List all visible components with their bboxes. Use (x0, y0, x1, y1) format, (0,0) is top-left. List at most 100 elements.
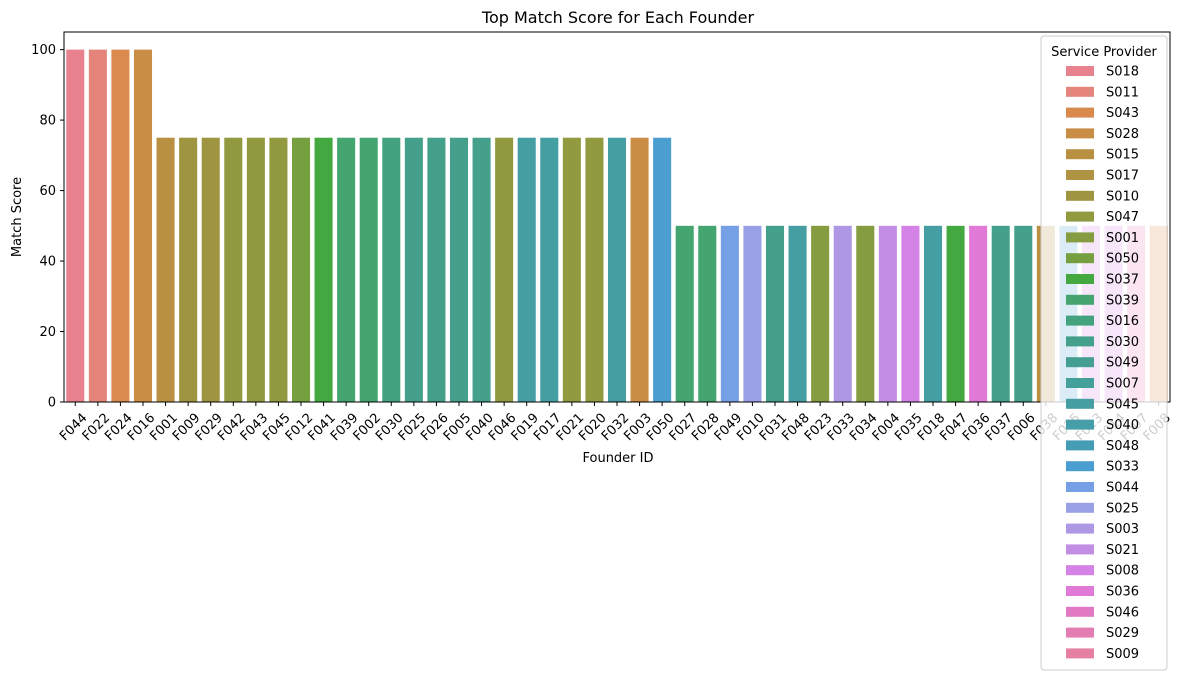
legend-swatch-S044 (1066, 482, 1094, 492)
legend-label-S015: S015 (1106, 148, 1139, 163)
bar-F004 (878, 225, 897, 402)
bar-F024 (111, 49, 130, 402)
bar-F017 (540, 137, 559, 402)
legend-swatch-S047 (1066, 211, 1094, 222)
legend-swatch-S050 (1066, 253, 1094, 264)
legend-swatch-S046 (1066, 606, 1094, 617)
legend-label-S009: S009 (1106, 647, 1139, 662)
legend-title: Service Provider (1051, 45, 1157, 60)
bar-F009 (179, 137, 198, 402)
y-tick-label: 0 (48, 396, 56, 411)
legend-swatch-S045 (1066, 398, 1094, 409)
bar-F016 (133, 49, 153, 402)
legend-label-S040: S040 (1106, 418, 1139, 433)
bar-F042 (224, 137, 243, 402)
bar-F032 (607, 137, 627, 402)
legend-swatch-S011 (1066, 86, 1094, 97)
legend-label-S045: S045 (1106, 397, 1139, 412)
legend-swatch-S007 (1066, 378, 1094, 388)
legend-swatch-S037 (1066, 274, 1094, 284)
legend-swatch-S049 (1066, 357, 1094, 368)
x-axis: F044F022F024F016F001F009F029F042F043F045… (57, 402, 1174, 444)
bar-F037 (991, 225, 1010, 402)
plot-frame (63, 31, 1171, 403)
legend-label-S033: S033 (1106, 460, 1139, 475)
bar-F045 (269, 137, 288, 402)
bar-F048 (788, 225, 807, 402)
legend-label-S028: S028 (1106, 127, 1139, 142)
bar-F023 (811, 225, 830, 402)
bars-group (66, 49, 1168, 402)
y-tick-label: 20 (39, 325, 56, 340)
legend-label-S016: S016 (1106, 314, 1139, 329)
legend-label-S046: S046 (1106, 605, 1139, 620)
legend-label-S048: S048 (1106, 439, 1139, 454)
bar-F005 (449, 137, 469, 402)
bar-F044 (66, 49, 85, 402)
legend-label-S030: S030 (1106, 335, 1139, 350)
legend-swatch-S009 (1066, 648, 1094, 659)
legend-label-S037: S037 (1106, 273, 1139, 288)
bar-F047 (946, 225, 965, 402)
bar-F021 (562, 137, 581, 402)
legend-swatch-S043 (1066, 107, 1094, 118)
y-tick-label: 80 (39, 114, 56, 129)
legend-swatch-S028 (1066, 128, 1094, 139)
bar-F036 (969, 225, 988, 402)
legend-label-S010: S010 (1106, 189, 1139, 204)
legend-label-S050: S050 (1106, 252, 1139, 267)
y-tick-label: 60 (39, 184, 56, 199)
bar-F012 (291, 137, 311, 402)
legend: Service Provider S018 S011 S043 S028 S015 S01… (1040, 35, 1168, 671)
legend-label-S049: S049 (1106, 356, 1139, 371)
bar-F040 (472, 137, 491, 402)
legend-swatch-S039 (1066, 294, 1094, 305)
legend-swatch-S030 (1066, 336, 1094, 347)
bar-F001 (156, 137, 175, 402)
y-axis-label: Match Score (10, 177, 25, 257)
bar-F041 (314, 137, 333, 402)
legend-swatch-S029 (1066, 627, 1094, 638)
bar-F003 (630, 137, 649, 402)
bar-F049 (720, 225, 739, 402)
bar-F020 (585, 137, 604, 402)
y-tick-label: 40 (39, 255, 56, 270)
bar-F030 (382, 137, 401, 402)
bar-F050 (653, 137, 672, 402)
bar-F025 (404, 137, 423, 402)
legend-label-S029: S029 (1106, 626, 1139, 641)
chart-title: Top Match Score for Each Founder (481, 8, 755, 27)
bar-F010 (743, 225, 762, 402)
bar-F029 (201, 137, 220, 402)
legend-label-S021: S021 (1106, 543, 1139, 558)
bar-F031 (765, 225, 785, 402)
legend-swatch-S016 (1066, 315, 1094, 326)
legend-swatch-S010 (1066, 190, 1094, 201)
bar-F018 (923, 225, 943, 402)
bar-F033 (833, 225, 852, 402)
bar-F026 (427, 137, 446, 402)
legend-swatch-S048 (1066, 440, 1094, 451)
bar-F006 (1014, 225, 1033, 402)
legend-swatch-S003 (1066, 523, 1094, 534)
bar-F002 (359, 137, 378, 402)
legend-label-S025: S025 (1106, 501, 1139, 516)
legend-swatch-S018 (1066, 66, 1094, 76)
bar-F043 (246, 137, 265, 402)
legend-label-S007: S007 (1106, 377, 1139, 392)
y-axis: 0 20 40 60 80 100 (31, 43, 64, 411)
bar-F019 (517, 137, 536, 402)
legend-label-S011: S011 (1106, 85, 1139, 100)
bar-F035 (901, 225, 920, 402)
legend-label-S039: S039 (1106, 293, 1139, 308)
y-tick-label: 100 (31, 43, 56, 58)
bar-F027 (675, 225, 694, 402)
legend-swatch-S036 (1066, 586, 1094, 596)
legend-swatch-S025 (1066, 502, 1094, 513)
legend-label-S003: S003 (1106, 522, 1139, 537)
legend-label-S017: S017 (1106, 169, 1139, 184)
legend-label-S047: S047 (1106, 210, 1139, 225)
legend-swatch-S033 (1066, 461, 1094, 472)
bar-F046 (495, 137, 514, 402)
